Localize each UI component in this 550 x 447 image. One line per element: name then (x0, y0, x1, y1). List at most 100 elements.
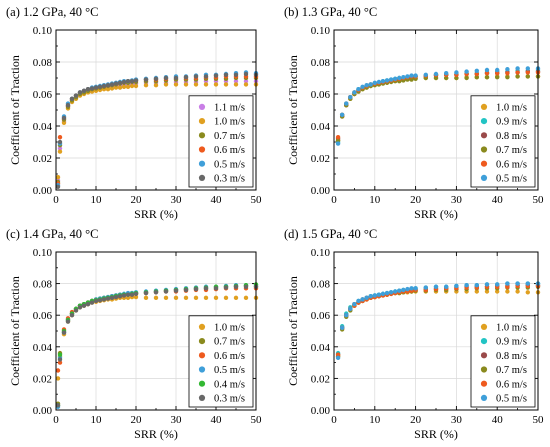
data-point (243, 284, 249, 289)
x-axis-label: SRR (%) (134, 207, 178, 221)
data-point (505, 289, 510, 294)
legend-label: 0.5 m/s (214, 365, 245, 376)
data-point (364, 83, 369, 88)
data-point (243, 82, 249, 87)
legend-label: 0.7 m/s (214, 337, 245, 348)
data-point (133, 83, 139, 89)
data-point (183, 287, 189, 293)
data-point (117, 294, 123, 299)
data-point (505, 281, 510, 286)
y-tick-label: 0.10 (33, 25, 53, 37)
data-point (525, 290, 530, 295)
data-point (163, 75, 169, 81)
legend-box (188, 315, 254, 408)
x-tick-label: 30 (171, 194, 183, 206)
legend-marker (198, 366, 206, 373)
data-point (344, 101, 349, 106)
legend-label: 0.5 m/s (214, 159, 245, 170)
data-point (454, 283, 459, 289)
legend-label: 0.3 m/s (214, 174, 245, 185)
x-tick-label: 50 (251, 414, 263, 426)
data-point (444, 75, 449, 81)
data-point (109, 82, 115, 87)
legend-marker (198, 174, 206, 181)
series-0-5-m-s (335, 281, 541, 361)
legend-label: 0.7 m/s (496, 145, 527, 156)
data-point (77, 305, 83, 310)
data-point (77, 90, 83, 95)
legend-label: 0.7 m/s (214, 131, 245, 142)
data-point (223, 72, 229, 78)
data-point (464, 75, 469, 81)
data-point (352, 301, 357, 307)
data-point (525, 281, 530, 286)
legend-marker (480, 132, 488, 139)
data-point (97, 297, 103, 303)
data-point (213, 286, 219, 291)
data-point (233, 295, 239, 301)
data-point (464, 69, 469, 74)
x-tick-label: 40 (211, 414, 223, 426)
data-point (352, 90, 357, 95)
data-point (515, 66, 520, 71)
data-point (360, 84, 365, 90)
panel-title: (d) 1.5 GPa, 40 °C (284, 227, 377, 241)
data-point (203, 286, 209, 291)
y-tick-label: 0.06 (33, 89, 53, 101)
y-tick-label: 0.00 (33, 185, 53, 197)
legend-marker (480, 160, 488, 167)
data-point (464, 282, 469, 288)
data-point (454, 70, 459, 75)
panel-title: (b) 1.3 GPa, 40 °C (284, 5, 377, 19)
panel-title: (c) 1.4 GPa, 40 °C (6, 227, 99, 241)
data-point (474, 282, 479, 288)
data-point (121, 79, 127, 85)
data-point (109, 86, 115, 91)
data-point (335, 355, 341, 361)
data-point (153, 290, 159, 295)
y-tick-label: 0.04 (311, 342, 331, 354)
y-tick-label: 0.04 (311, 121, 331, 133)
legend: 1.0 m/s 0.9 m/s 0.8 m/s 0.7 m/s 0.6 m/s 0.5 m… (470, 95, 536, 188)
y-tick-label: 0.10 (311, 247, 331, 259)
data-point (495, 71, 500, 76)
y-axis-label: Coefficient of Traction (8, 55, 22, 165)
legend-label: 0.8 m/s (496, 351, 527, 362)
legend-label: 0.6 m/s (214, 145, 245, 156)
data-point (183, 75, 189, 80)
data-point (101, 83, 107, 89)
data-point (117, 85, 123, 90)
data-point (360, 297, 365, 302)
legend-marker (480, 103, 488, 110)
data-point (113, 85, 119, 90)
legend-marker (198, 146, 206, 153)
legend-marker (480, 366, 488, 373)
data-point (133, 291, 139, 297)
data-point (143, 290, 149, 296)
legend-label: 1.0 m/s (496, 323, 527, 334)
data-point (444, 284, 449, 289)
series-0-5-m-s (335, 66, 541, 146)
data-point (372, 80, 377, 86)
data-point (223, 295, 229, 301)
data-point (97, 84, 103, 90)
chart-panel-2: (b) 1.3 GPa, 40 °C 0 10 20 30 40 50 0.00 0.02 0.0… (284, 5, 544, 221)
data-point (69, 313, 75, 318)
y-tick-label: 0.04 (33, 121, 53, 133)
legend-label: 1.0 m/s (214, 117, 245, 128)
data-point (243, 71, 249, 77)
data-point (125, 84, 131, 90)
x-tick-label: 40 (492, 414, 504, 426)
legend-label: 0.4 m/s (214, 379, 245, 390)
data-point (173, 75, 179, 81)
data-point (125, 79, 131, 84)
data-point (423, 72, 428, 78)
data-point (401, 75, 406, 80)
data-point (57, 135, 63, 140)
plot-frame (55, 251, 257, 411)
data-point (213, 73, 219, 78)
data-point (380, 291, 386, 297)
data-point (515, 281, 520, 286)
x-tick-label: 0 (331, 414, 337, 426)
data-point (143, 77, 149, 82)
